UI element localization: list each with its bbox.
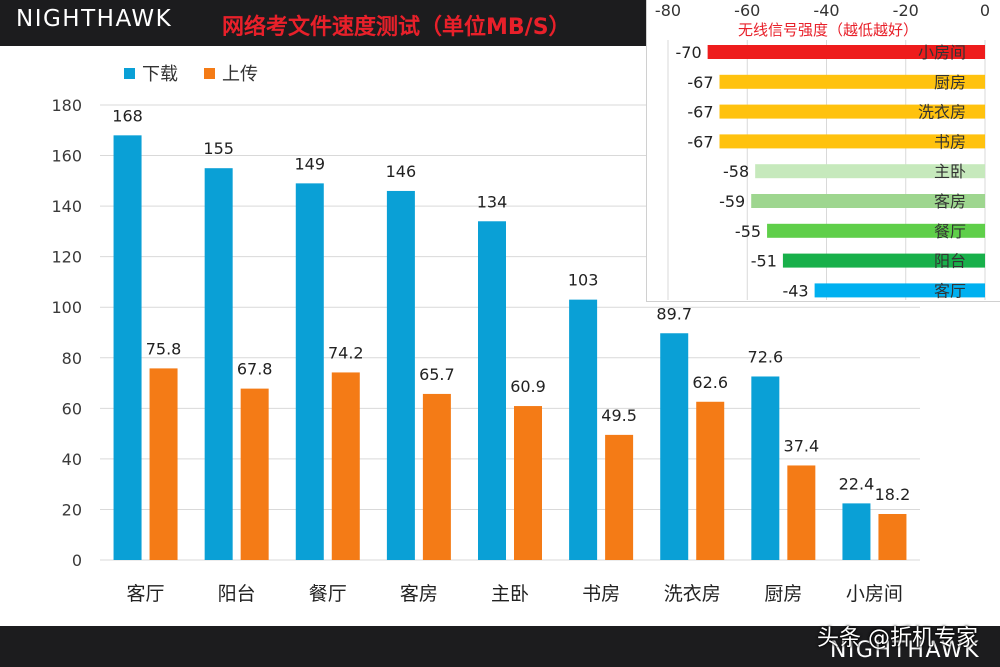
inset-data-label: -43 [782, 281, 808, 300]
bar-download [478, 221, 506, 560]
inset-bar [719, 74, 985, 89]
inset-bar [719, 134, 985, 149]
bar-download [842, 503, 871, 560]
bar-upload [240, 388, 269, 560]
category-label: 小房间 [846, 583, 903, 605]
category-label: 客房 [400, 583, 438, 605]
data-label: 72.6 [748, 347, 784, 366]
inset-x-tick-label: -20 [893, 1, 919, 20]
bar-upload [605, 434, 634, 560]
inset-title: 无线信号强度（越低越好） [738, 21, 918, 39]
brand-logo: NIGHTHAWK [16, 6, 173, 32]
y-tick-label: 180 [51, 96, 82, 115]
data-label: 103 [568, 271, 599, 290]
inset-data-label: -51 [751, 252, 777, 271]
data-label: 67.8 [237, 360, 273, 379]
inset-data-label: -59 [719, 192, 745, 211]
data-label: 89.7 [656, 304, 692, 323]
inset-x-tick-label: -60 [734, 1, 760, 20]
legend-swatch-upload [204, 68, 215, 79]
y-tick-label: 100 [51, 298, 82, 317]
bar-download [569, 299, 598, 560]
inset-category-label: 厨房 [934, 73, 966, 92]
inset-bar [782, 253, 985, 268]
y-tick-label: 0 [72, 551, 82, 570]
inset-bar [767, 223, 985, 238]
bar-upload [878, 513, 907, 560]
inset-category-label: 洗衣房 [918, 103, 966, 122]
inset-data-label: -67 [687, 73, 713, 92]
inset-data-label: -67 [687, 132, 713, 151]
data-label: 60.9 [510, 377, 546, 396]
inset-category-label: 阳台 [934, 252, 966, 271]
y-tick-label: 80 [62, 349, 82, 368]
inset-bar [755, 164, 985, 179]
inset-x-tick-label: 0 [980, 1, 990, 20]
bar-download [660, 333, 689, 560]
category-label: 餐厅 [309, 583, 347, 605]
data-label: 134 [477, 192, 508, 211]
inset-data-label: -55 [735, 222, 761, 241]
bar-download [204, 168, 233, 560]
category-label: 厨房 [764, 583, 802, 605]
data-label: 18.2 [875, 485, 911, 504]
bar-upload [149, 368, 178, 560]
inset-category-label: 主卧 [934, 162, 966, 181]
bar-download [386, 190, 415, 560]
y-tick-label: 20 [62, 500, 82, 519]
inset-data-label: -70 [675, 43, 701, 62]
bar-upload [696, 401, 725, 560]
legend-swatch-download [124, 68, 135, 79]
inset-category-label: 客房 [934, 192, 966, 211]
inset-category-label: 书房 [934, 132, 966, 151]
y-tick-label: 60 [62, 399, 82, 418]
bar-upload [331, 372, 360, 560]
y-tick-label: 40 [62, 450, 82, 469]
inset-category-label: 客厅 [934, 281, 966, 300]
data-label: 146 [386, 162, 417, 181]
bar-download [295, 183, 324, 560]
bar-upload [787, 465, 816, 560]
inset-x-tick-label: -80 [655, 1, 681, 20]
chart-title: 网络考文件速度测试（单位MB/S） [222, 15, 571, 40]
data-label: 75.8 [146, 339, 182, 358]
data-label: 65.7 [419, 365, 455, 384]
footer-brand-logo: NIGHTHAWK [829, 638, 980, 663]
data-label: 62.6 [692, 373, 728, 392]
inset-data-label: -67 [687, 103, 713, 122]
data-label: 49.5 [601, 406, 637, 425]
data-label: 168 [112, 106, 143, 125]
data-label: 74.2 [328, 343, 364, 362]
bar-download [751, 376, 780, 560]
bar-upload [422, 393, 451, 560]
category-label: 书房 [582, 583, 620, 605]
inset-bar [751, 194, 985, 208]
inset-category-label: 餐厅 [934, 222, 966, 241]
category-label: 客厅 [127, 583, 165, 605]
category-label: 洗衣房 [664, 583, 721, 605]
data-label: 149 [295, 154, 326, 173]
inset-bar [707, 45, 985, 59]
bar-upload [514, 406, 542, 560]
bar-download [113, 135, 142, 561]
data-label: 155 [203, 139, 234, 158]
y-tick-label: 140 [51, 197, 82, 216]
inset-x-tick-label: -40 [813, 1, 839, 20]
category-label: 主卧 [491, 583, 529, 605]
data-label: 37.4 [784, 436, 820, 455]
data-label: 22.4 [839, 474, 875, 493]
legend-label-download: 下载 [142, 64, 178, 85]
inset-category-label: 小房间 [918, 43, 966, 62]
footer-bar: NIGHTHAWK [0, 626, 1000, 667]
y-tick-label: 160 [51, 147, 82, 166]
legend-label-upload: 上传 [222, 64, 258, 85]
y-tick-label: 120 [51, 248, 82, 267]
watermark: 头条 @折机专家 [817, 626, 978, 651]
inset-data-label: -58 [723, 162, 749, 181]
category-label: 阳台 [218, 583, 256, 605]
inset-bar [814, 283, 985, 298]
inset-bar [719, 104, 985, 119]
